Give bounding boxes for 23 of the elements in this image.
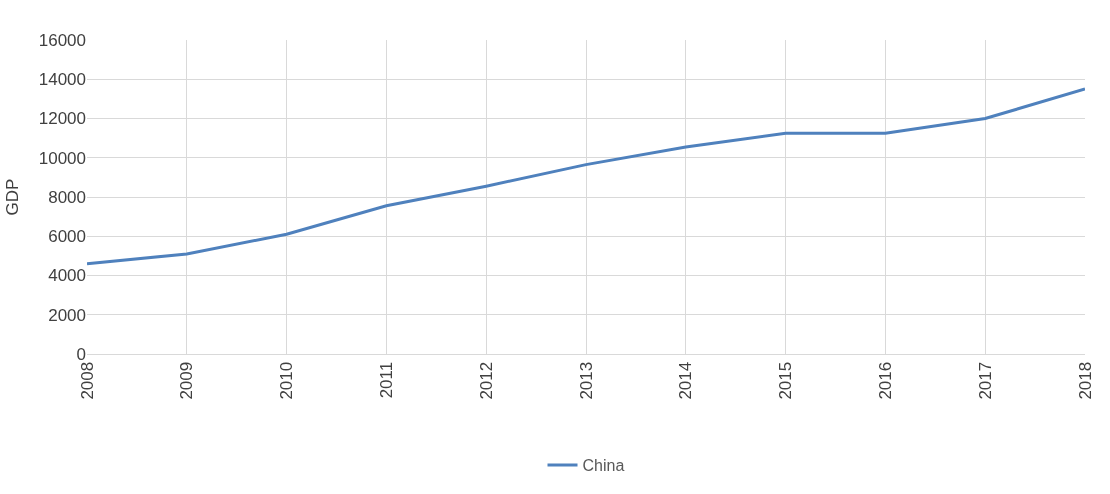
x-tick-label: 2009 bbox=[177, 361, 197, 400]
y-tick-label: 2000 bbox=[48, 305, 86, 325]
y-tick-label: 12000 bbox=[38, 109, 86, 129]
y-axis-title: GDP bbox=[3, 178, 23, 216]
y-tick-label: 14000 bbox=[38, 70, 86, 90]
y-tick-label: 16000 bbox=[38, 30, 86, 50]
legend-label: China bbox=[582, 457, 625, 475]
y-tick-label: 8000 bbox=[48, 187, 86, 207]
x-tick-label: 2017 bbox=[975, 361, 995, 400]
x-tick-label: 2014 bbox=[676, 361, 696, 400]
x-tick-label: 2008 bbox=[77, 361, 97, 400]
x-tick-label: 2016 bbox=[875, 361, 895, 400]
x-tick-label: 2011 bbox=[376, 361, 396, 399]
y-tick-label: 0 bbox=[76, 344, 86, 364]
y-tick-label: 6000 bbox=[48, 227, 86, 247]
y-tick-label: 4000 bbox=[48, 266, 86, 286]
line-series bbox=[87, 87, 1085, 266]
x-tick-label: 2012 bbox=[476, 361, 496, 400]
x-tick-label: 2015 bbox=[776, 361, 796, 400]
x-tick-label: 2010 bbox=[277, 361, 297, 400]
x-tick-label: 2013 bbox=[576, 361, 596, 400]
y-tick-label: 10000 bbox=[38, 148, 86, 168]
x-tick-label: 2018 bbox=[1075, 361, 1095, 400]
